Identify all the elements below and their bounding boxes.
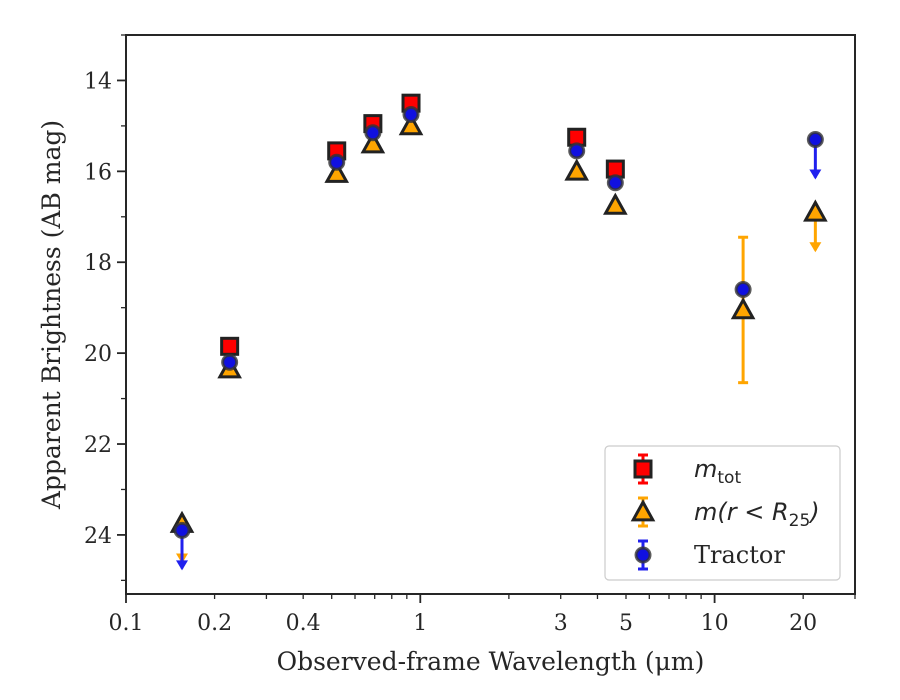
x-tick-label: 0.1 xyxy=(109,611,144,636)
legend-marker-square xyxy=(633,459,653,479)
plot-frame xyxy=(125,34,856,595)
y-tick-label: 20 xyxy=(84,342,112,367)
data-point-triangle xyxy=(730,297,756,320)
x-tick-label: 20 xyxy=(789,611,817,636)
data-point-circle xyxy=(806,131,824,149)
upper-limit-arrow-head xyxy=(176,560,189,571)
data-point-circle xyxy=(606,174,624,192)
x-tick-label: 1 xyxy=(413,611,427,636)
legend-box xyxy=(604,445,841,581)
legend-label-main: m xyxy=(694,455,717,483)
legend-label-rest: ) xyxy=(808,498,819,526)
legend-label: m(r < R25) xyxy=(694,498,820,531)
legend-label-sub: tot xyxy=(717,468,741,488)
data-point-square xyxy=(220,336,240,356)
data-point-circle xyxy=(568,142,586,160)
legend-label-sub: 25 xyxy=(789,511,811,531)
upper-limit-arrow-head xyxy=(809,242,822,253)
y-tick-label: 24 xyxy=(84,524,112,549)
legend-label: mtot xyxy=(694,455,741,488)
x-tick-label: 5 xyxy=(619,611,633,636)
data-point-triangle xyxy=(564,158,590,181)
x-tick-label: 3 xyxy=(554,611,568,636)
x-tick-label: 0.4 xyxy=(286,611,321,636)
y-axis: 14 16 18 20 22 24 xyxy=(84,34,126,582)
series-circle xyxy=(173,106,824,571)
data-point-triangle xyxy=(803,199,828,222)
x-axis: 0.1 0.2 0.4 1 3 5 10 20 xyxy=(109,594,856,636)
data-point-circle xyxy=(734,281,752,299)
data-point-circle xyxy=(328,153,346,171)
upper-limit-arrow-head xyxy=(809,169,822,180)
legend: mtot m(r < R25) Tractor xyxy=(604,445,841,581)
legend-marker-circle xyxy=(634,546,652,564)
legend-label-main: Tractor xyxy=(694,541,785,569)
y-tick-label: 22 xyxy=(84,433,112,458)
y-axis-label: Apparent Brightness (AB mag) xyxy=(37,120,66,510)
legend-marker-triangle xyxy=(630,499,656,522)
x-tick-label: 0.2 xyxy=(197,611,232,636)
plot-marks xyxy=(169,93,828,571)
x-tick-label: 10 xyxy=(701,611,729,636)
data-point-circle xyxy=(173,521,191,539)
legend-label: Tractor xyxy=(694,541,785,569)
data-point-circle xyxy=(364,124,382,142)
data-point-circle xyxy=(221,353,239,371)
y-tick-label: 16 xyxy=(84,160,112,185)
data-point-triangle xyxy=(398,113,424,136)
y-tick-label: 18 xyxy=(84,251,112,276)
data-point-triangle xyxy=(324,160,350,183)
x-axis-label: Observed-frame Wavelength (μm) xyxy=(277,647,705,676)
data-point-triangle xyxy=(360,131,386,154)
legend-label-main: m(r < R xyxy=(694,498,789,526)
y-tick-label: 14 xyxy=(84,69,112,94)
data-point-circle xyxy=(402,106,420,124)
data-point-triangle xyxy=(603,192,628,215)
